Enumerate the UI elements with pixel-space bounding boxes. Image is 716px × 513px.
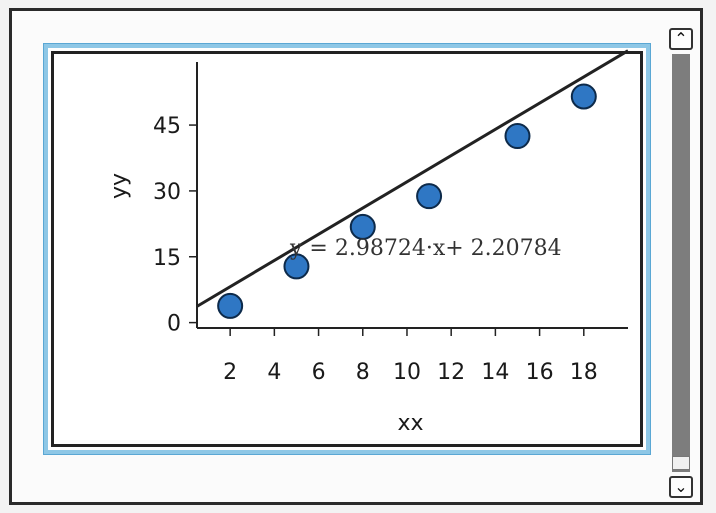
chart-labels: 2 4 6 8 10 12 14 16 18 0 15 30 45 xx yy y = 2.98724·x+ … <box>107 114 598 436</box>
data-point <box>349 213 376 240</box>
x-tick-label: 6 <box>312 360 326 385</box>
fit-line <box>196 49 629 308</box>
data-point <box>570 83 597 110</box>
y-tick-label: 30 <box>153 180 181 205</box>
fit-line-group <box>196 49 629 308</box>
x-tick-label: 18 <box>570 360 598 385</box>
chevron-up-icon[interactable]: ⌃ <box>669 28 693 50</box>
scroll-thumb[interactable] <box>672 456 690 470</box>
data-point <box>504 123 531 150</box>
y-axis-title: yy <box>107 173 132 199</box>
x-axis-title: xx <box>397 411 423 436</box>
y-tick-label: 0 <box>167 312 181 337</box>
data-points <box>217 83 597 319</box>
x-tick-label: 4 <box>267 360 281 385</box>
plot-area-border <box>51 51 643 447</box>
x-tick-label: 16 <box>526 360 554 385</box>
y-tick-label: 15 <box>153 246 181 271</box>
x-tick-label: 12 <box>437 360 465 385</box>
x-tick-label: 8 <box>356 360 370 385</box>
x-tick-label: 14 <box>481 360 509 385</box>
data-point <box>283 253 310 280</box>
chevron-down-icon[interactable]: ⌄ <box>669 476 693 498</box>
data-point <box>416 183 443 210</box>
x-tick-label: 2 <box>223 360 237 385</box>
chart-axes <box>189 62 628 336</box>
y-tick-label: 45 <box>153 114 181 139</box>
fit-equation-label: y = 2.98724·x+ 2.20784 <box>289 236 562 261</box>
data-point <box>217 292 244 319</box>
scroll-track[interactable] <box>672 54 690 472</box>
vertical-scrollbar[interactable]: ⌃ ⌄ <box>669 18 695 504</box>
plot-frame <box>44 44 650 454</box>
x-tick-label: 10 <box>393 360 421 385</box>
